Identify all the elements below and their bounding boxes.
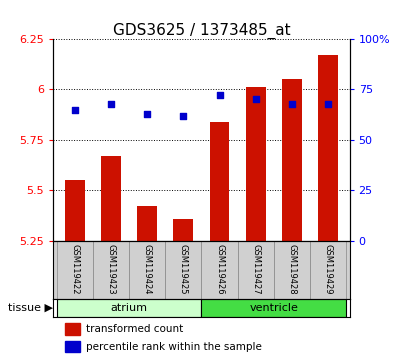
Text: transformed count: transformed count (86, 324, 183, 334)
Bar (57, 299, 201, 317)
Bar (65, 341, 80, 352)
Bar (137, 206, 157, 241)
Bar (274, 241, 310, 299)
Bar (201, 299, 346, 317)
Bar (318, 55, 338, 241)
Text: GSM119429: GSM119429 (324, 244, 333, 294)
Bar (246, 87, 265, 241)
Bar (57, 241, 93, 299)
Bar (166, 241, 201, 299)
Point (108, 101, 114, 106)
Text: GSM119427: GSM119427 (251, 244, 260, 294)
Bar (282, 79, 302, 241)
Text: GSM119426: GSM119426 (215, 244, 224, 294)
Bar (65, 323, 80, 335)
Bar (129, 241, 166, 299)
Point (72, 107, 78, 113)
Bar (310, 241, 346, 299)
Point (289, 101, 295, 106)
Bar (65, 180, 85, 241)
Title: GDS3625 / 1373485_at: GDS3625 / 1373485_at (113, 23, 290, 39)
Text: GSM119425: GSM119425 (179, 244, 188, 294)
Point (325, 101, 331, 106)
Point (180, 113, 186, 119)
Bar (101, 156, 121, 241)
Text: GSM119422: GSM119422 (70, 244, 79, 294)
Text: GSM119423: GSM119423 (107, 244, 116, 294)
Bar (210, 122, 229, 241)
Text: GSM119424: GSM119424 (143, 244, 152, 294)
Text: atrium: atrium (111, 303, 148, 313)
Bar (201, 241, 237, 299)
Point (252, 97, 259, 102)
Bar (237, 241, 274, 299)
Text: tissue ▶: tissue ▶ (8, 303, 53, 313)
Text: percentile rank within the sample: percentile rank within the sample (86, 342, 262, 352)
Text: ventricle: ventricle (249, 303, 298, 313)
Point (216, 93, 223, 98)
Text: GSM119428: GSM119428 (287, 244, 296, 294)
Point (144, 111, 150, 116)
Bar (93, 241, 129, 299)
Bar (173, 218, 193, 241)
